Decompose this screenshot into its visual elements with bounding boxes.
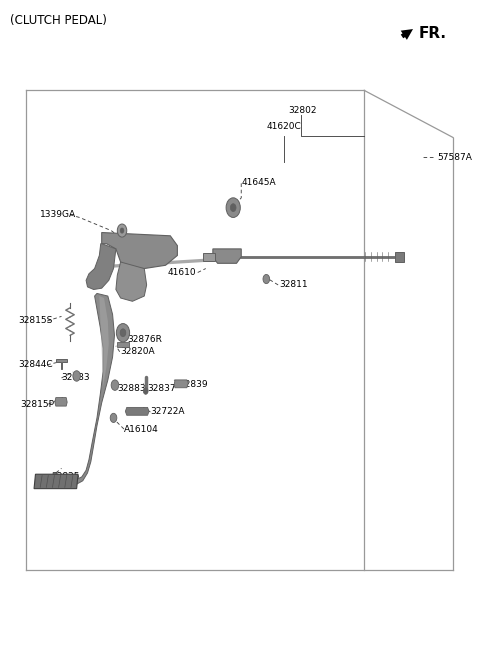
Text: 32883: 32883 [61, 373, 90, 383]
Text: 41645A: 41645A [241, 178, 276, 187]
Text: 32820A: 32820A [120, 347, 155, 356]
Circle shape [117, 224, 127, 237]
Circle shape [120, 228, 124, 233]
Polygon shape [174, 380, 188, 388]
Polygon shape [86, 244, 116, 290]
Text: 32722A: 32722A [150, 407, 185, 417]
Polygon shape [34, 474, 78, 489]
Text: FR.: FR. [419, 26, 446, 41]
Polygon shape [116, 262, 146, 301]
Circle shape [263, 274, 270, 284]
Polygon shape [53, 293, 114, 485]
Text: A16104: A16104 [124, 424, 159, 434]
Polygon shape [240, 256, 397, 258]
Text: 32811: 32811 [279, 280, 308, 290]
Text: 41610: 41610 [168, 268, 196, 277]
Polygon shape [56, 359, 67, 369]
Circle shape [144, 388, 148, 394]
Text: 32876R: 32876R [128, 335, 163, 344]
Text: 32837: 32837 [147, 384, 176, 393]
Circle shape [116, 324, 130, 342]
Text: 32825: 32825 [51, 472, 80, 481]
Text: 1339GA: 1339GA [40, 210, 76, 219]
Polygon shape [117, 342, 129, 347]
Text: 32844C: 32844C [18, 360, 53, 369]
Polygon shape [395, 252, 405, 262]
Polygon shape [204, 253, 215, 261]
Circle shape [226, 198, 240, 217]
Text: 32883: 32883 [117, 384, 145, 393]
Polygon shape [213, 249, 241, 263]
Text: 32815P: 32815P [20, 400, 54, 409]
Circle shape [120, 329, 126, 337]
Circle shape [230, 204, 236, 212]
Polygon shape [99, 259, 204, 269]
Circle shape [110, 413, 117, 422]
Polygon shape [99, 296, 109, 386]
Text: 32802: 32802 [288, 105, 317, 115]
Circle shape [111, 380, 119, 390]
Text: (CLUTCH PEDAL): (CLUTCH PEDAL) [11, 14, 108, 28]
Text: 41620C: 41620C [266, 122, 301, 131]
Polygon shape [55, 398, 67, 406]
Text: 32839: 32839 [180, 380, 208, 389]
Text: 57587A: 57587A [438, 153, 472, 162]
Polygon shape [125, 407, 149, 415]
Text: 32815S: 32815S [18, 316, 52, 326]
Polygon shape [102, 233, 178, 269]
Circle shape [73, 371, 81, 381]
